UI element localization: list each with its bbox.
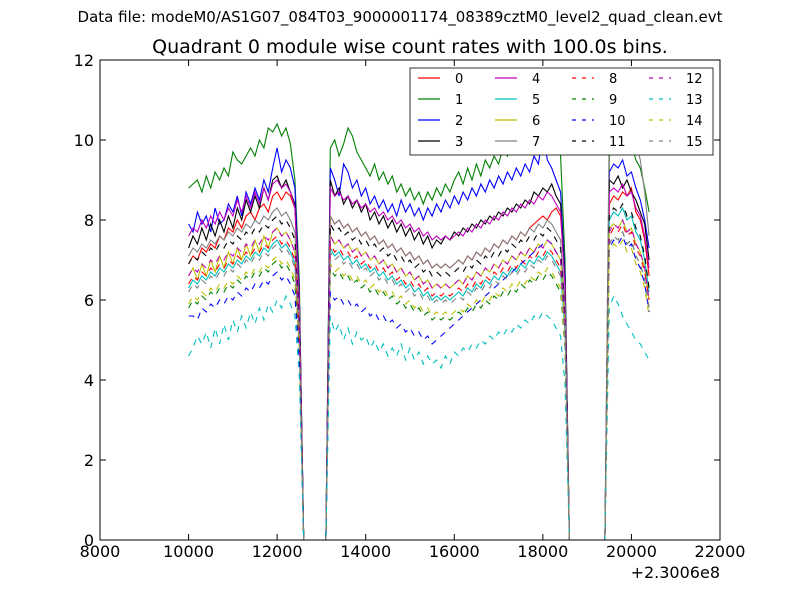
y-tick-label: 12 [74,51,94,70]
legend-label-11: 11 [609,135,626,150]
series-line-10 [188,234,650,540]
series-line-2 [188,131,650,540]
series-line-8 [188,222,650,540]
legend-label-0: 0 [455,72,463,87]
legend-label-5: 5 [532,93,540,108]
legend-label-13: 13 [686,93,703,108]
series-line-3 [188,174,650,540]
series-lines [188,71,650,540]
legend-label-6: 6 [532,114,540,129]
series-line-15 [188,230,650,540]
y-tick-label: 2 [84,451,94,470]
series-line-4 [188,179,650,540]
x-tick-label: 22000 [695,542,746,561]
series-line-1 [188,115,650,540]
x-tick-label: 8000 [80,542,121,561]
series-line-14 [188,238,650,540]
legend-label-7: 7 [532,135,540,150]
y-tick-label: 0 [84,531,94,550]
y-tick-label: 4 [84,371,94,390]
legend-label-15: 15 [686,135,703,150]
series-line-9 [188,230,650,540]
series-line-11 [188,202,650,540]
x-offset-label: +2.3006e8 [631,563,720,582]
axis-ticks: 8000 10000 12000 14000 16000 18000 20000 22000 0… [74,51,746,561]
series-line-12 [188,218,650,540]
series-line-7 [188,71,650,540]
x-tick-label: 12000 [252,542,303,561]
series-line-13 [188,294,650,540]
y-tick-label: 6 [84,291,94,310]
y-tick-label: 8 [84,211,94,230]
series-line-5 [188,206,650,540]
x-tick-label: 10000 [163,542,214,561]
legend-label-10: 10 [609,114,626,129]
y-tick-label: 10 [74,131,94,150]
x-tick-label: 14000 [340,542,391,561]
legend-label-9: 9 [609,93,617,108]
series-line-0 [188,186,650,540]
legend-label-2: 2 [455,114,463,129]
legend-label-12: 12 [686,72,703,87]
legend-label-14: 14 [686,114,703,129]
series-line-6 [188,218,650,540]
legend-label-1: 1 [455,93,463,108]
x-tick-label: 20000 [606,542,657,561]
x-tick-label: 16000 [429,542,480,561]
figure-suptitle: Data file: modeM0/AS1G07_084T03_90000011… [77,8,723,26]
legend-label-8: 8 [609,72,617,87]
chart-title: Quadrant 0 module wise count rates with … [152,36,668,58]
legend-label-3: 3 [455,135,463,150]
x-tick-label: 18000 [517,542,568,561]
legend-label-4: 4 [532,72,540,87]
